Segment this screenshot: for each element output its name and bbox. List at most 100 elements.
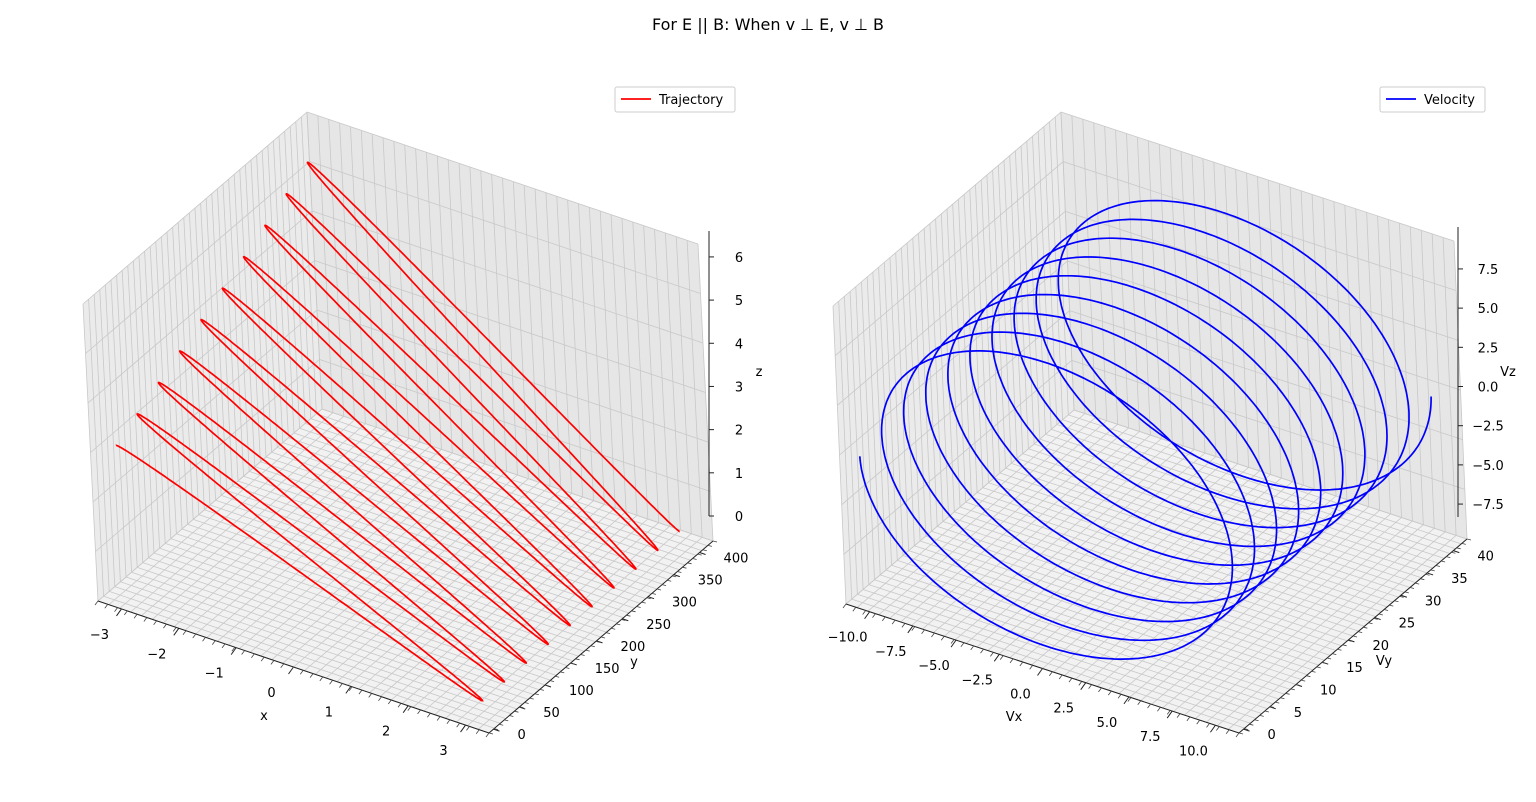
grid-line bbox=[965, 501, 1359, 632]
z-tick-label: −2.5 bbox=[1472, 420, 1504, 435]
x-minor-tick bbox=[931, 632, 935, 638]
grid-line bbox=[87, 210, 313, 404]
grid-line bbox=[306, 111, 699, 245]
x-minor-tick bbox=[1235, 732, 1240, 738]
grid-line bbox=[1016, 458, 1411, 588]
y-minor-tick bbox=[672, 575, 677, 578]
grid-line bbox=[1056, 424, 1451, 554]
grid-line bbox=[277, 447, 669, 580]
x-tick bbox=[116, 608, 122, 617]
y-minor-tick bbox=[1244, 728, 1249, 730]
grid-line bbox=[988, 482, 1382, 613]
grid-line bbox=[293, 432, 686, 566]
grid-line bbox=[897, 559, 1291, 690]
y-minor-tick bbox=[697, 553, 702, 556]
x-minor-tick bbox=[280, 663, 285, 668]
grid-line bbox=[1028, 448, 1422, 579]
x-minor-tick bbox=[852, 606, 857, 612]
y-tick-label: 5 bbox=[1294, 706, 1302, 721]
y-minor-tick bbox=[1280, 697, 1285, 700]
x-minor-tick bbox=[872, 613, 876, 618]
legend-label: Trajectory bbox=[658, 93, 723, 108]
legend-velocity: Velocity bbox=[1379, 86, 1486, 113]
x-tick-label: 10.0 bbox=[1179, 744, 1208, 759]
y-minor-tick bbox=[1415, 582, 1420, 585]
grid-line bbox=[874, 579, 1268, 710]
grid-line bbox=[265, 456, 658, 590]
y-tick-label: 10 bbox=[1320, 684, 1337, 699]
y-minor-tick bbox=[1352, 635, 1358, 638]
y-minor-tick bbox=[595, 640, 601, 643]
x-tick bbox=[1210, 724, 1216, 733]
grid-line bbox=[92, 309, 318, 503]
x-tick bbox=[907, 625, 914, 634]
x-minor-tick bbox=[1098, 687, 1102, 693]
x-tick bbox=[173, 627, 180, 636]
y-minor-tick bbox=[631, 610, 636, 613]
x-minor-tick bbox=[211, 640, 216, 645]
x-tick-label: −2.5 bbox=[961, 673, 993, 688]
y-minor-tick bbox=[519, 706, 524, 709]
grid-line bbox=[109, 591, 501, 724]
x-axis-label: x bbox=[260, 709, 268, 724]
grid-line bbox=[857, 593, 1251, 724]
x-minor-tick bbox=[921, 629, 925, 635]
x-minor-tick bbox=[182, 630, 187, 635]
x-minor-tick bbox=[901, 623, 906, 628]
grid-line bbox=[834, 161, 1064, 356]
y-minor-tick bbox=[555, 675, 560, 678]
z-tick-label: 0.0 bbox=[1478, 381, 1499, 396]
y-tick bbox=[1453, 550, 1460, 554]
y-minor-tick bbox=[707, 544, 713, 547]
x-minor-tick bbox=[485, 732, 490, 738]
x-minor-tick bbox=[114, 607, 118, 612]
y-tick bbox=[699, 552, 706, 555]
grid-line bbox=[1069, 310, 1463, 441]
x-tick-label: 2 bbox=[382, 725, 390, 740]
y-minor-tick bbox=[560, 671, 565, 674]
y-minor-tick bbox=[549, 680, 555, 683]
grid-line bbox=[311, 210, 704, 344]
grid-line bbox=[1005, 467, 1399, 598]
y-minor-tick bbox=[1249, 723, 1254, 726]
x-minor-tick bbox=[446, 719, 451, 725]
y-minor-tick bbox=[514, 710, 519, 713]
x-minor-tick bbox=[466, 726, 470, 731]
y-minor-tick bbox=[529, 697, 534, 700]
x-minor-tick bbox=[1137, 700, 1142, 705]
y-minor-tick bbox=[1425, 573, 1430, 576]
x-minor-tick bbox=[417, 709, 421, 715]
grid-line bbox=[908, 550, 1302, 681]
x-minor-tick bbox=[1049, 671, 1053, 676]
grid-line bbox=[204, 509, 596, 643]
grid-line bbox=[837, 211, 1066, 406]
z-tick-label: 5.0 bbox=[1478, 302, 1499, 317]
grid-line bbox=[959, 506, 1354, 637]
y-tick bbox=[647, 596, 655, 600]
y-minor-tick bbox=[1254, 719, 1259, 722]
x-minor-tick bbox=[397, 703, 402, 708]
grid-line bbox=[937, 526, 1331, 656]
grid-line bbox=[1065, 210, 1459, 341]
y-minor-tick bbox=[651, 592, 657, 595]
y-minor-tick bbox=[544, 684, 550, 687]
x-minor-tick bbox=[436, 716, 441, 721]
x-tick-label: −10.0 bbox=[828, 631, 868, 646]
y-tick-label: 300 bbox=[672, 596, 697, 611]
y-tick-label: 0 bbox=[1268, 728, 1276, 743]
y-minor-tick bbox=[534, 693, 539, 696]
x-minor-tick bbox=[407, 706, 412, 711]
y-minor-tick bbox=[509, 715, 514, 717]
series-line-trajectory bbox=[115, 161, 680, 702]
y-minor-tick bbox=[1378, 613, 1384, 616]
y-minor-tick bbox=[1269, 706, 1275, 708]
grid-line bbox=[159, 547, 551, 681]
grid-line bbox=[832, 111, 1062, 307]
x-minor-tick bbox=[290, 666, 294, 672]
x-minor-tick bbox=[881, 616, 886, 622]
y-tick bbox=[1269, 706, 1276, 710]
y-tick-label: 50 bbox=[543, 706, 560, 721]
y-minor-tick bbox=[1316, 666, 1321, 669]
grid-line bbox=[125, 576, 518, 710]
